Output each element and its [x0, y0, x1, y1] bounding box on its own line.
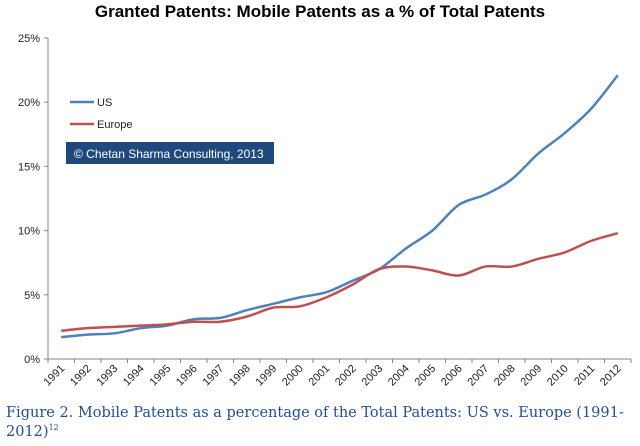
caption-footnote: 12	[48, 423, 59, 433]
y-tick-label: 5%	[24, 290, 40, 302]
chart-plot: 0%5%10%15%20%25% 1991 1992 1993 1994 1995 199…	[18, 33, 632, 389]
y-axis-ticks: 0% 5% 10% 15% 20% 25%	[18, 33, 48, 366]
x-tick-label: 2009	[519, 363, 545, 389]
x-tick-label: 1995	[148, 363, 174, 389]
series-line-europe	[61, 231, 619, 332]
x-tick-label: 2001	[307, 363, 333, 389]
chart-title: Granted Patents: Mobile Patents as a % o…	[94, 2, 546, 21]
series-lines	[61, 74, 619, 339]
y-tick-label: 10%	[18, 226, 40, 238]
caption-text: Figure 2. Mobile Patents as a percentage…	[6, 405, 624, 440]
x-tick-label: 2012	[598, 363, 624, 389]
copyright-annotation: © Chetan Sharma Consulting, 2013	[66, 142, 274, 164]
x-tick-label: 2007	[466, 363, 492, 389]
y-tick-label: 20%	[18, 97, 40, 109]
x-tick-label: 2005	[413, 363, 439, 389]
x-tick-label: 2011	[572, 363, 597, 388]
x-tick-label: 1998	[227, 363, 253, 389]
y-tick-label: 25%	[18, 33, 40, 45]
y-tick-label: 0%	[24, 354, 40, 366]
x-tick-label: 1993	[95, 363, 121, 389]
x-tick-label: 2006	[439, 363, 465, 389]
x-tick-label: 1994	[121, 363, 147, 389]
x-tick-label: 2004	[386, 363, 412, 389]
x-tick-label: 2010	[545, 363, 571, 389]
series-line-us	[61, 74, 619, 339]
annotation-text: © Chetan Sharma Consulting, 2013	[74, 147, 264, 161]
legend-label-europe: Europe	[97, 119, 132, 131]
y-tick-label: 15%	[18, 161, 40, 173]
x-tick-label: 2003	[360, 363, 386, 389]
x-tick-label: 1992	[68, 363, 94, 389]
x-tick-label: 1997	[201, 363, 227, 389]
x-tick-label: 1991	[42, 363, 68, 389]
x-axis-ticks: 1991 1992 1993 1994 1995 1996 1997 1998 1999 2000…	[42, 359, 632, 389]
x-tick-label: 2008	[492, 363, 518, 389]
x-tick-label: 2002	[333, 363, 359, 389]
x-tick-label: 2000	[280, 363, 306, 389]
chart-legend: US Europe	[70, 97, 132, 131]
x-tick-label: 1999	[254, 363, 280, 389]
x-tick-label: 1996	[174, 363, 200, 389]
legend-label-us: US	[97, 97, 112, 109]
figure-caption: Figure 2. Mobile Patents as a percentage…	[6, 404, 634, 442]
annotation-box	[66, 142, 274, 164]
chart-axes	[47, 38, 631, 360]
